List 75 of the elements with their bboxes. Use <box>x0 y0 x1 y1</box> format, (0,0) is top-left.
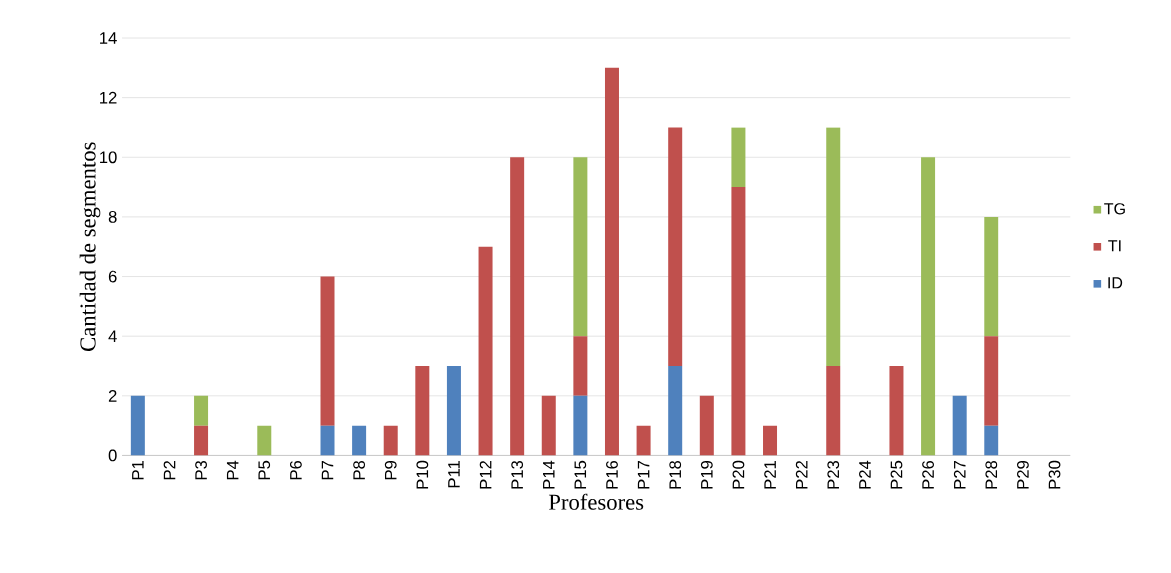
bar <box>826 365 841 456</box>
y-tick-label: 4 <box>108 330 117 342</box>
x-tick-label: P29 <box>1017 460 1029 489</box>
bar <box>921 157 936 456</box>
bar <box>573 395 588 456</box>
bar <box>731 186 746 456</box>
bar <box>984 216 999 336</box>
x-axis-title: Profesores <box>548 493 644 510</box>
x-tick-label: P15 <box>574 460 587 489</box>
bar <box>352 425 367 456</box>
x-tick-label: P2 <box>163 460 176 479</box>
y-tick-label: 6 <box>108 270 117 283</box>
x-tick-label: P13 <box>511 460 524 489</box>
x-tick-label: P26 <box>922 460 934 489</box>
legend-label: ID <box>1108 277 1123 289</box>
x-tick-label: P11 <box>448 460 460 487</box>
bar <box>636 425 651 456</box>
bar <box>194 425 209 456</box>
x-tick-label: P19 <box>700 460 713 489</box>
x-tick-label: P25 <box>890 460 903 489</box>
bar <box>826 127 841 366</box>
x-tick-label: P10 <box>416 460 429 489</box>
bar <box>699 395 714 456</box>
x-tick-label: P6 <box>290 460 302 479</box>
x-tick-label: P21 <box>764 460 776 489</box>
bar <box>541 395 556 456</box>
x-tick-label: P18 <box>669 460 682 489</box>
bar <box>257 425 272 456</box>
x-tick-label: P16 <box>606 460 618 489</box>
bar <box>573 157 588 336</box>
bar <box>984 425 999 456</box>
bar <box>194 395 209 426</box>
x-tick-label: P5 <box>258 460 271 479</box>
x-tick-label: P9 <box>384 460 397 479</box>
x-tick-label: P30 <box>1048 460 1061 489</box>
x-tick-label: P14 <box>543 460 555 489</box>
legend-label: TI <box>1108 240 1121 252</box>
bar <box>415 365 430 456</box>
x-tick-label: P8 <box>353 460 366 479</box>
bar <box>446 365 461 456</box>
y-axis-title: Cantidad de segmentos <box>79 142 101 351</box>
bar <box>320 276 335 426</box>
x-tick-label: P22 <box>795 460 808 489</box>
bar <box>952 395 967 456</box>
y-tick-label: 14 <box>100 32 117 44</box>
bar <box>478 246 493 456</box>
bar <box>668 127 683 366</box>
x-tick-label: P23 <box>827 460 840 489</box>
x-tick-label: P4 <box>226 460 239 479</box>
x-tick-label: P3 <box>195 460 207 479</box>
y-tick-label: 8 <box>108 210 117 223</box>
x-tick-label: P20 <box>732 460 745 489</box>
bar <box>510 157 525 456</box>
bar <box>320 425 335 456</box>
bar <box>130 395 145 456</box>
bar <box>383 425 398 456</box>
bar <box>668 365 683 456</box>
x-tick-label: P1 <box>132 460 144 479</box>
legend-label: TG <box>1104 202 1125 215</box>
y-tick-label: 12 <box>100 91 117 104</box>
bar <box>763 425 778 456</box>
x-tick-label: P27 <box>953 460 966 489</box>
bar <box>573 335 588 396</box>
x-tick-label: P17 <box>637 460 650 489</box>
bar <box>889 365 904 456</box>
bar <box>731 127 746 187</box>
bar <box>984 335 999 426</box>
bar <box>604 67 619 456</box>
y-tick-label: 10 <box>100 151 117 163</box>
y-tick-label: 2 <box>108 389 117 402</box>
x-tick-label: P24 <box>859 460 871 489</box>
x-tick-label: P7 <box>321 460 334 479</box>
x-tick-label: P12 <box>479 460 492 489</box>
y-tick-label: 0 <box>108 449 117 462</box>
x-tick-label: P28 <box>985 460 998 489</box>
